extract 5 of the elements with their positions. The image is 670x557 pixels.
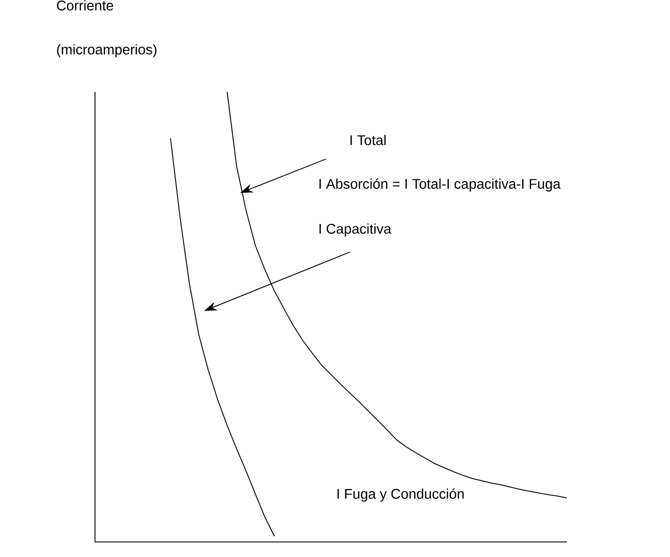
annotation: I Capacitiva xyxy=(319,223,392,237)
annotation: I Total xyxy=(350,134,386,146)
annotation: I Fuga y Conducción xyxy=(337,488,464,502)
text: Corriente (microamperios) xyxy=(56,0,156,58)
annotation: I Absorción = I Total-I capacitiva-I Fuga xyxy=(319,178,561,192)
